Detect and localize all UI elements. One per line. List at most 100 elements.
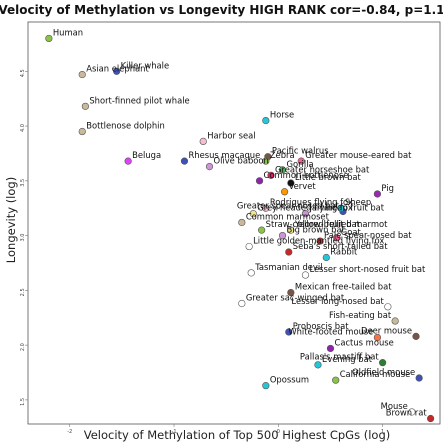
point-label: Mouse bbox=[381, 401, 408, 411]
point-label: Big brown bat bbox=[287, 225, 346, 235]
data-point bbox=[267, 171, 275, 179]
point-label: Fish-eating bat bbox=[329, 310, 392, 320]
point-label: Proboscis bat bbox=[293, 321, 349, 331]
point-label: Killer whale bbox=[121, 60, 170, 70]
plot-area bbox=[27, 21, 441, 425]
data-point bbox=[333, 234, 341, 242]
point-label: Grey-headed flying fox bbox=[257, 203, 352, 213]
point-label: Jamaican fruit bat bbox=[308, 203, 384, 213]
data-point bbox=[314, 361, 322, 369]
y-tick-label: 3.0 bbox=[20, 234, 26, 242]
point-label: Bottlenose dolphin bbox=[86, 121, 165, 131]
data-point bbox=[238, 218, 246, 227]
data-point bbox=[287, 226, 295, 234]
data-point bbox=[427, 414, 435, 423]
data-point bbox=[391, 317, 399, 325]
point-label: Rabbit bbox=[330, 247, 358, 257]
data-point bbox=[205, 162, 214, 171]
data-point bbox=[278, 166, 287, 174]
data-point bbox=[287, 288, 295, 297]
point-label: Mexican free-tailed bat bbox=[295, 282, 392, 292]
data-point bbox=[326, 344, 335, 353]
data-point bbox=[258, 226, 266, 234]
data-point bbox=[337, 204, 345, 212]
data-points bbox=[45, 34, 435, 423]
data-point bbox=[285, 248, 293, 256]
point-label: Gorilla bbox=[287, 159, 314, 169]
data-point bbox=[78, 70, 86, 79]
point-label: Greater sac-winged bat bbox=[246, 293, 345, 303]
point-label: Beluga bbox=[132, 150, 161, 160]
point-label: Rhesus macaque bbox=[188, 150, 260, 160]
point-label: Vervet bbox=[289, 181, 317, 191]
data-point bbox=[238, 299, 246, 308]
point-label: Common bottlenose bbox=[264, 170, 349, 180]
point-label: Harbor seal bbox=[207, 130, 255, 140]
data-point bbox=[280, 188, 289, 196]
point-label: Oldfield mouse bbox=[352, 367, 415, 377]
data-point bbox=[415, 374, 423, 382]
point-label: Lesser short-nosed fruit bat bbox=[309, 264, 426, 274]
axis-ticks: -2 -1 0 1 1.5 2.0 2.5 3.0 3.5 4.0 4.5 bbox=[20, 69, 384, 435]
point-label: Horse bbox=[270, 110, 294, 120]
chart-title: ALL Velocity of Methylation vs Longevity… bbox=[0, 3, 443, 17]
point-label: Yellow-bellied marmot bbox=[294, 219, 388, 229]
point-label: Deer mouse bbox=[361, 325, 412, 335]
data-point bbox=[255, 177, 264, 185]
data-point bbox=[316, 237, 324, 245]
data-point bbox=[124, 157, 132, 165]
point-label: Seba's short-tailed bat bbox=[293, 241, 388, 251]
point-label: Pale spear-nosed bat bbox=[324, 230, 412, 240]
data-point bbox=[297, 157, 305, 165]
data-point bbox=[412, 332, 420, 340]
data-point bbox=[301, 210, 310, 218]
x-tick-label: 1 bbox=[381, 429, 384, 435]
point-label: Goat bbox=[341, 227, 362, 237]
y-tick-label: 1.5 bbox=[20, 398, 26, 406]
x-tick-label: -2 bbox=[67, 429, 72, 435]
data-point bbox=[262, 157, 270, 165]
data-point bbox=[285, 328, 293, 336]
x-tick-label: -1 bbox=[172, 429, 177, 435]
point-label: Olive baboon bbox=[213, 156, 268, 166]
point-label: Common marmoset bbox=[246, 211, 330, 221]
y-tick-label: 4.5 bbox=[20, 69, 26, 77]
point-label: Pacific walrus bbox=[272, 146, 329, 156]
point-label: White-footed mouse bbox=[288, 326, 373, 336]
point-label: Lesser long-nosed bat bbox=[291, 296, 384, 306]
y-tick-label: 2.5 bbox=[20, 288, 26, 296]
y-tick-label: 4.0 bbox=[20, 124, 26, 132]
x-tick-label: 0 bbox=[277, 429, 280, 435]
data-point bbox=[180, 157, 189, 165]
point-label: Evening bat bbox=[322, 354, 373, 364]
data-point bbox=[245, 242, 253, 251]
data-point bbox=[384, 303, 392, 311]
point-label: Cactus mouse bbox=[334, 337, 393, 347]
y-tick-label: 3.5 bbox=[20, 179, 26, 187]
data-point bbox=[262, 382, 270, 390]
data-point bbox=[379, 359, 387, 367]
data-point bbox=[373, 190, 382, 198]
point-label: Little golden-mantled flying fox bbox=[253, 236, 384, 246]
y-axis-label: Longevity (log) bbox=[4, 177, 18, 263]
point-label: Brown rat bbox=[386, 408, 428, 418]
point-label: Opossum bbox=[270, 375, 309, 385]
point-label: Little brown bat bbox=[295, 172, 362, 182]
y-tick-label: 2.0 bbox=[20, 343, 26, 351]
point-label: Greater mouse-eared bat bbox=[305, 150, 412, 160]
point-label: Sheep bbox=[345, 197, 371, 207]
data-point bbox=[113, 67, 121, 75]
x-axis-label: Velocity of Methylation of Top 500 Highe… bbox=[84, 428, 391, 442]
data-point bbox=[262, 204, 270, 212]
data-point bbox=[278, 231, 287, 240]
data-point bbox=[408, 408, 416, 416]
data-point bbox=[322, 253, 330, 262]
point-label: Greater spear-nosed bat bbox=[237, 200, 340, 210]
data-point bbox=[249, 210, 257, 218]
point-label: Greater horseshoe bat bbox=[275, 164, 370, 174]
data-point bbox=[81, 102, 89, 110]
data-point bbox=[247, 269, 255, 277]
point-label: Human bbox=[53, 27, 83, 37]
